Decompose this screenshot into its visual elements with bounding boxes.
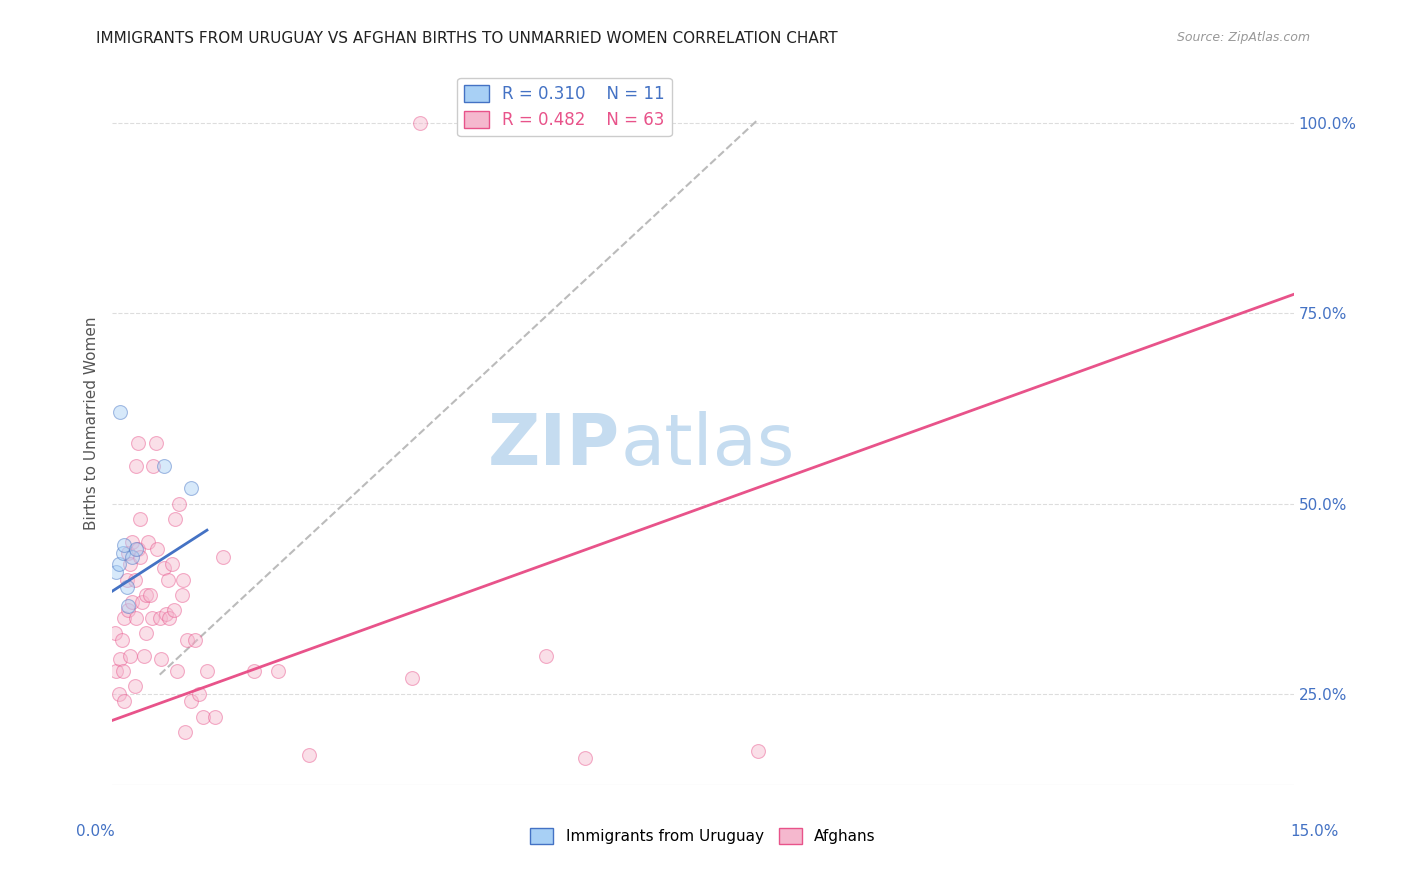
Point <box>121 595 143 609</box>
Point <box>180 481 202 495</box>
Point <box>747 744 769 758</box>
Point <box>142 458 165 473</box>
Point <box>184 633 207 648</box>
Point <box>211 549 233 564</box>
Legend: Immigrants from Uruguay, Afghans: Immigrants from Uruguay, Afghans <box>524 822 882 850</box>
Point <box>163 603 186 617</box>
Point <box>135 625 157 640</box>
Point <box>166 664 188 678</box>
Point <box>152 458 174 473</box>
Point <box>127 435 149 450</box>
Point <box>146 542 169 557</box>
Point <box>125 458 148 473</box>
Point <box>180 694 202 708</box>
Point <box>191 709 214 723</box>
Point <box>107 558 129 572</box>
Text: IMMIGRANTS FROM URUGUAY VS AFGHAN BIRTHS TO UNMARRIED WOMEN CORRELATION CHART: IMMIGRANTS FROM URUGUAY VS AFGHAN BIRTHS… <box>96 31 837 46</box>
Point <box>118 648 141 663</box>
Text: 15.0%: 15.0% <box>1291 824 1339 838</box>
Point <box>127 542 149 557</box>
Legend: R = 0.310    N = 11, R = 0.482    N = 63: R = 0.310 N = 11, R = 0.482 N = 63 <box>457 78 672 136</box>
Point <box>115 573 138 587</box>
Point <box>145 435 167 450</box>
Point <box>121 549 143 564</box>
Point <box>169 497 191 511</box>
Point <box>176 633 198 648</box>
Point <box>174 724 197 739</box>
Point <box>104 625 127 640</box>
Point <box>135 588 157 602</box>
Point <box>267 664 290 678</box>
Point <box>129 549 152 564</box>
Point <box>105 664 128 678</box>
Point <box>117 603 139 617</box>
Point <box>157 610 180 624</box>
Point <box>149 610 172 624</box>
Text: Source: ZipAtlas.com: Source: ZipAtlas.com <box>1177 31 1310 45</box>
Point <box>111 633 134 648</box>
Point <box>110 405 132 419</box>
Point <box>124 679 146 693</box>
Point <box>150 652 173 666</box>
Point <box>111 546 134 560</box>
Point <box>112 610 135 624</box>
Point <box>204 709 226 723</box>
Point <box>125 542 148 557</box>
Point <box>172 573 194 587</box>
Point <box>117 599 139 614</box>
Point <box>155 607 177 621</box>
Point <box>139 588 162 602</box>
Point <box>117 546 139 560</box>
Point <box>121 534 143 549</box>
Y-axis label: Births to Unmarried Women: Births to Unmarried Women <box>83 317 98 531</box>
Point <box>111 664 134 678</box>
Point <box>141 610 163 624</box>
Point <box>112 694 135 708</box>
Point <box>129 512 152 526</box>
Point <box>160 558 183 572</box>
Point <box>125 610 148 624</box>
Point <box>115 580 138 594</box>
Point <box>534 648 557 663</box>
Point <box>298 747 321 762</box>
Point <box>131 595 153 609</box>
Point <box>107 687 129 701</box>
Point <box>408 116 430 130</box>
Point <box>243 664 266 678</box>
Point <box>112 538 135 552</box>
Point <box>124 573 146 587</box>
Point <box>170 588 193 602</box>
Point <box>152 561 174 575</box>
Text: ZIP: ZIP <box>488 411 620 480</box>
Point <box>136 534 159 549</box>
Point <box>401 672 423 686</box>
Point <box>110 652 132 666</box>
Point <box>118 558 141 572</box>
Text: 0.0%: 0.0% <box>76 824 115 838</box>
Point <box>574 751 596 765</box>
Point <box>195 664 218 678</box>
Point <box>105 565 128 579</box>
Point <box>165 512 187 526</box>
Point <box>132 648 155 663</box>
Point <box>188 687 211 701</box>
Point <box>156 573 179 587</box>
Text: atlas: atlas <box>620 411 794 480</box>
